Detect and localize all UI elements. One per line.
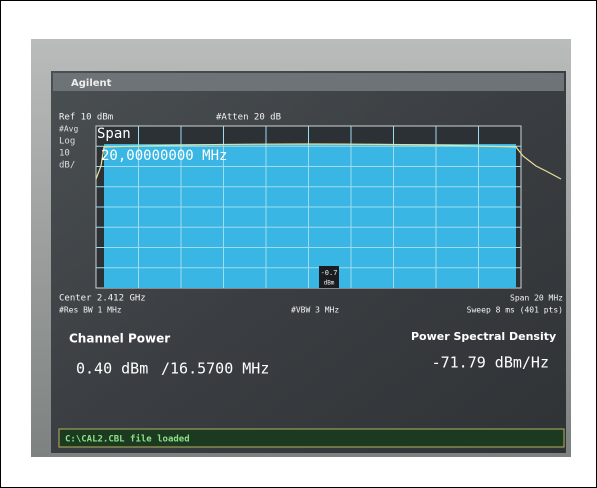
center: Center 2.412 GHz xyxy=(59,294,146,304)
ref-level: Ref 10 dBm xyxy=(59,113,113,123)
atten: #Atten 20 dB xyxy=(216,113,281,123)
span: Span 20 MHz xyxy=(510,294,563,303)
title-bar xyxy=(53,73,564,91)
psd-title: Power Spectral Density xyxy=(411,330,556,343)
res-bw: #Res BW 1 MHz xyxy=(59,306,122,315)
psd: -71.79 dBm/Hz xyxy=(432,354,549,372)
marker-unit: dBm xyxy=(324,280,335,287)
span-label: Span xyxy=(97,126,131,142)
span-value: 20,00000000 MHz xyxy=(101,148,227,164)
status-bar xyxy=(58,428,565,448)
scale-unit: dB/ xyxy=(59,161,75,171)
avg: #Avg xyxy=(59,125,78,134)
bandwidth: /16.5700 MHz xyxy=(161,360,269,378)
brand: Agilent xyxy=(71,78,112,89)
channel-power: 0.40 dBm xyxy=(76,360,148,378)
vbw: #VBW 3 MHz xyxy=(291,306,339,315)
channel-power-title: Channel Power xyxy=(69,332,170,346)
grid xyxy=(96,126,521,288)
scale: 10 xyxy=(59,149,70,159)
marker-box xyxy=(319,266,339,288)
marker-value: -0.7 xyxy=(321,269,338,277)
trace xyxy=(95,143,562,180)
spectrum-fill xyxy=(104,144,516,288)
log: Log xyxy=(59,137,75,147)
sweep: Sweep 8 ms (401 pts) xyxy=(467,306,563,315)
status: C:\CAL2.CBL file loaded xyxy=(65,434,190,445)
